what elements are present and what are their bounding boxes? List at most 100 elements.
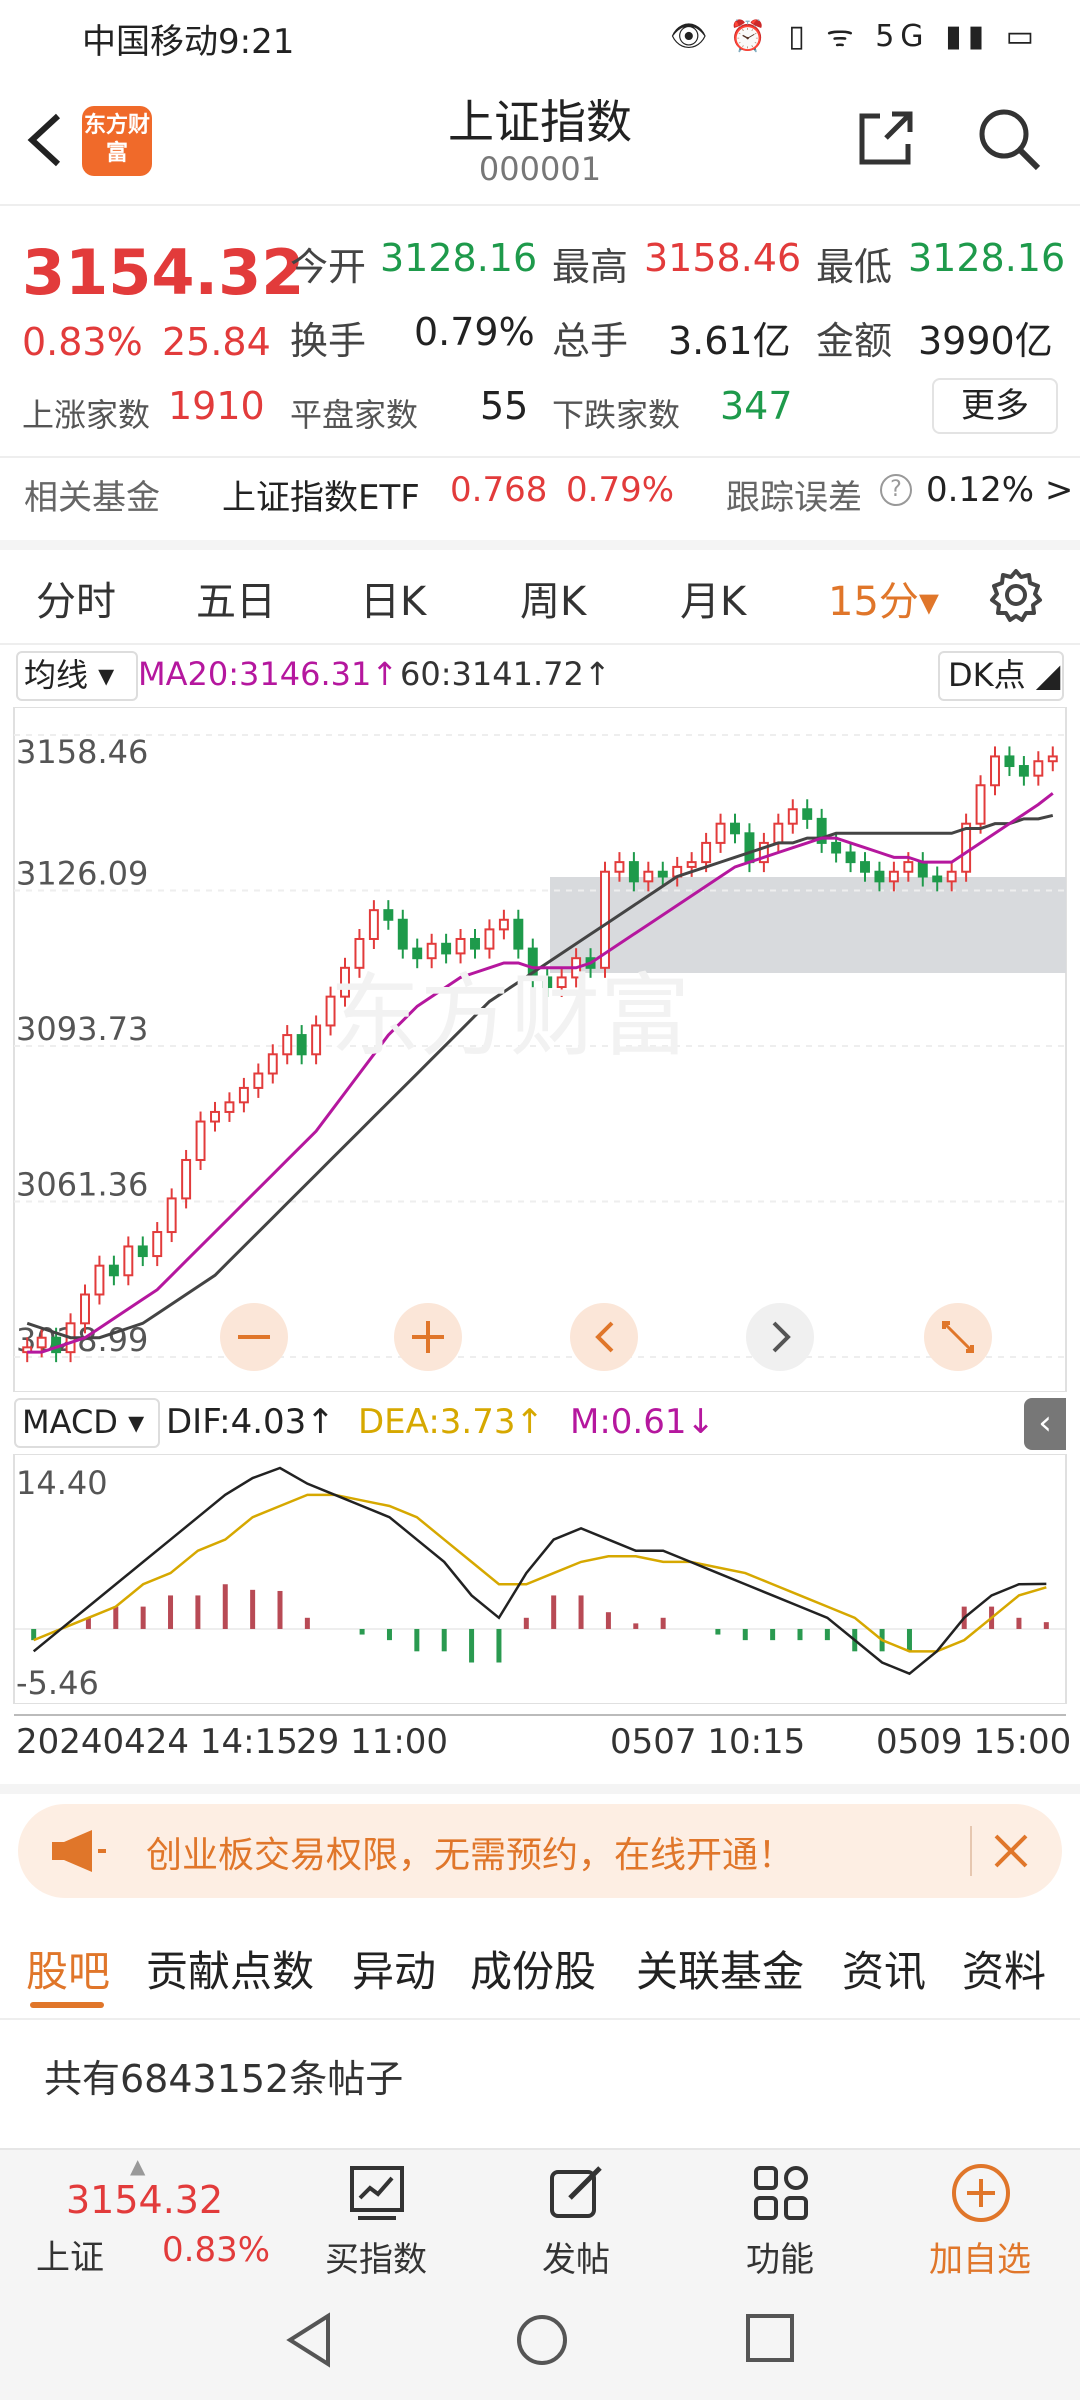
system-recents-icon[interactable] <box>744 2312 798 2366</box>
system-home-icon[interactable] <box>514 2312 570 2368</box>
candle-body <box>860 861 870 873</box>
change-percent: 0.83% <box>22 320 143 364</box>
open-value: 3128.16 <box>380 236 538 280</box>
dk-point-button[interactable]: DK点 ◢ <box>938 651 1064 701</box>
candle-body <box>397 918 408 950</box>
nav-index-name: 上证 <box>36 2238 104 2278</box>
fund-percent: 0.79% <box>566 470 675 510</box>
scroll-right-button[interactable] <box>746 1303 814 1371</box>
candle-body <box>311 1024 322 1056</box>
scroll-left-button[interactable] <box>570 1303 638 1371</box>
back-arrow-icon <box>27 113 61 167</box>
back-button[interactable] <box>22 108 72 178</box>
tab-profile[interactable]: 资料 <box>962 1947 1047 1996</box>
candle-body <box>354 937 365 969</box>
volume-label: 总手 <box>552 319 629 363</box>
add-circle-icon <box>952 2164 1010 2222</box>
related-fund-row[interactable]: 相关基金 上证指数ETF 0.768 0.79% 跟踪误差 ? 0.12% > <box>0 470 1080 530</box>
nav-buy-index[interactable]: 买指数 <box>286 2150 466 2282</box>
nav-quote-summary[interactable]: ▲ 3154.32 上证 0.83% <box>0 2150 280 2282</box>
tab-monthly-k[interactable]: 月K <box>680 579 747 625</box>
close-icon[interactable] <box>988 1828 1034 1874</box>
candle-body <box>498 918 509 931</box>
megaphone-icon <box>48 1826 108 1876</box>
time-label-end: 0509 15:00 <box>876 1722 1072 1762</box>
candle-body <box>441 942 452 955</box>
candle-body <box>253 1072 264 1089</box>
flat-count-value: 55 <box>480 384 529 428</box>
ma60-value: 60:3141.72↑ <box>400 655 611 693</box>
macd-y-bottom: -5.46 <box>16 1664 99 1702</box>
candle-body <box>715 822 726 844</box>
kline-y-tick: 3126.09 <box>16 855 148 893</box>
candle-body <box>325 995 336 1027</box>
tracking-error-value: 0.12% > <box>926 470 1074 510</box>
related-fund-label: 相关基金 <box>24 478 160 518</box>
ma20-value: MA20:3146.31↑ <box>138 655 399 693</box>
macd-select[interactable]: MACD ▾ <box>14 1398 160 1448</box>
tab-intraday[interactable]: 分时 <box>36 579 116 625</box>
chart-icon <box>350 2166 404 2220</box>
tab-five-day[interactable]: 五日 <box>196 579 276 625</box>
candle-body <box>470 937 480 950</box>
tab-15-min[interactable]: 15分▾ <box>828 579 939 625</box>
more-button[interactable]: 更多 <box>932 378 1058 434</box>
help-icon[interactable]: ? <box>880 474 912 506</box>
down-count-value: 347 <box>720 384 793 428</box>
header-divider <box>0 204 1080 206</box>
chevron-up-icon: ▲ <box>130 2154 146 2178</box>
candle-body <box>903 861 914 873</box>
time-label-mid1: 29 11:00 <box>296 1722 449 1762</box>
candle-body <box>961 822 972 873</box>
fullscreen-button[interactable] <box>924 1303 992 1371</box>
low-value: 3128.16 <box>908 236 1066 280</box>
candle-body <box>614 861 625 873</box>
tab-news[interactable]: 资讯 <box>842 1947 927 1996</box>
promo-banner[interactable]: 创业板交易权限，无需预约，在线开通！ <box>18 1804 1062 1898</box>
active-tab-indicator <box>30 2002 104 2008</box>
candle-body <box>123 1245 134 1277</box>
candle-body <box>412 947 423 960</box>
community-tabs: 股吧 贡献点数 异动 成份股 关联基金 资讯 资料 <box>0 1912 1080 2018</box>
system-back-icon[interactable] <box>284 2312 334 2368</box>
ma20-line <box>27 792 1054 1354</box>
candle-body <box>1004 755 1015 768</box>
kline-grid <box>14 734 1066 1358</box>
open-label: 今开 <box>290 245 367 289</box>
collapse-panel-button[interactable]: ‹ <box>1024 1398 1066 1450</box>
tab-related-funds[interactable]: 关联基金 <box>636 1947 805 1996</box>
nav-functions[interactable]: 功能 <box>690 2150 870 2282</box>
tab-constituents[interactable]: 成份股 <box>470 1947 597 1996</box>
share-icon[interactable] <box>856 108 916 168</box>
candle-body <box>527 947 538 979</box>
nav-post[interactable]: 发帖 <box>486 2150 666 2282</box>
nav-add-watchlist[interactable]: 加自选 <box>890 2150 1070 2282</box>
promo-separator <box>970 1826 972 1876</box>
down-count-label: 下跌家数 <box>552 396 681 434</box>
tab-guba[interactable]: 股吧 <box>26 1947 111 1996</box>
tab-daily-k[interactable]: 日K <box>360 579 427 625</box>
candle-body <box>1047 755 1058 763</box>
macd-chart: 14.40 -5.46 <box>13 1454 1067 1704</box>
zoom-out-button[interactable] <box>220 1303 288 1371</box>
tab-weekly-k[interactable]: 周K <box>520 579 587 625</box>
candle-body <box>455 937 466 955</box>
search-icon[interactable] <box>976 106 1042 172</box>
promo-text: 创业板交易权限，无需预约，在线开通！ <box>146 1835 795 1876</box>
status-bar: 中国移动9:21 👁 ⏰ ▯ ᯤ 5G ▮▮ ▭ <box>0 0 1080 72</box>
community-divider <box>0 2018 1080 2020</box>
zoom-in-button[interactable] <box>394 1303 462 1371</box>
macd-y-top: 14.40 <box>16 1464 108 1502</box>
candle-body <box>744 832 755 864</box>
tab-contribution[interactable]: 贡献点数 <box>146 1947 315 1996</box>
tab-movements[interactable]: 异动 <box>352 1947 437 1996</box>
candle-body <box>932 875 943 883</box>
gear-icon[interactable] <box>988 567 1044 623</box>
ma-select[interactable]: 均线 ▾ <box>16 651 138 701</box>
candle-body <box>340 966 350 998</box>
dif-line <box>32 1466 1047 1676</box>
nav-buy-label: 买指数 <box>325 2240 427 2280</box>
app-logo[interactable]: 东方财富 <box>82 106 152 176</box>
dea-value: DEA:3.73↑ <box>358 1402 544 1442</box>
